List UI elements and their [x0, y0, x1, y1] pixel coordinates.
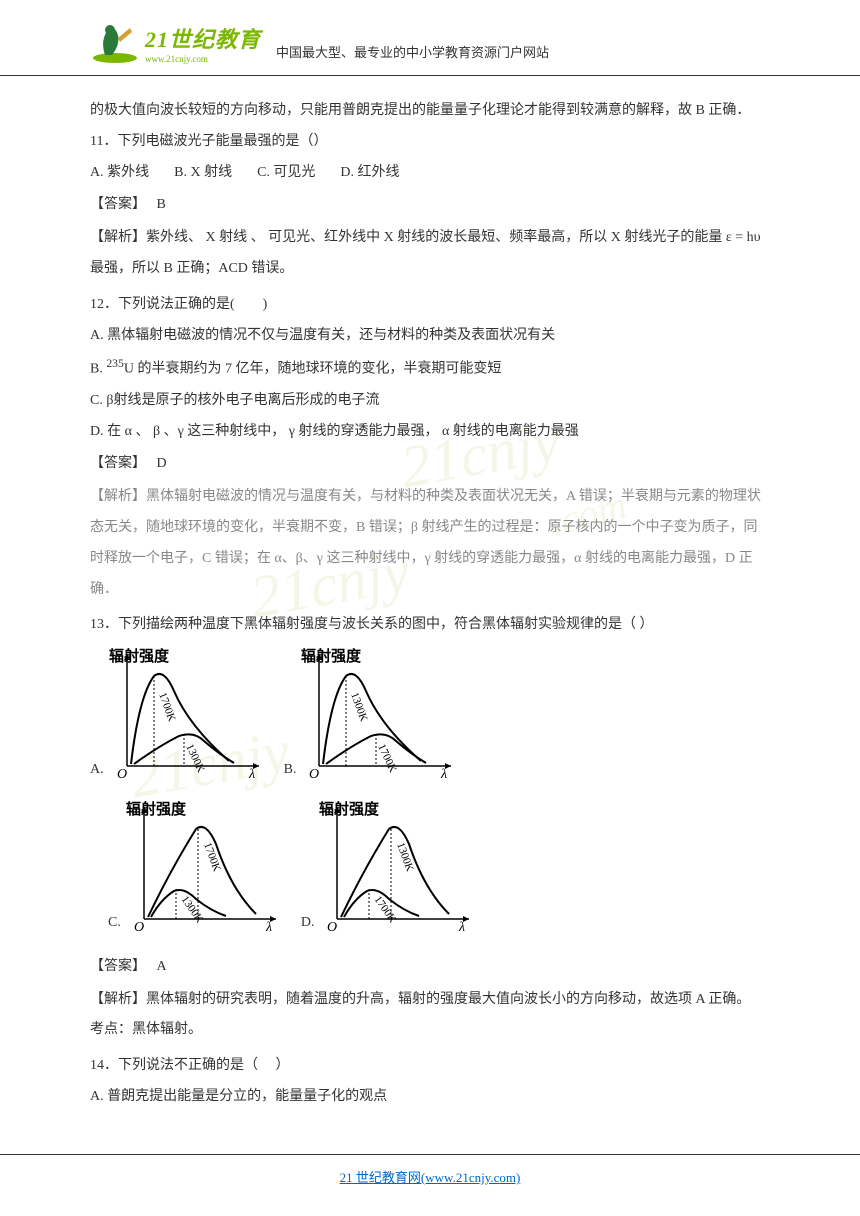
optB-suffix: U 的半衰期约为 7 亿年，随地球环境的变化，半衰期可能变短: [124, 362, 502, 377]
footer-link[interactable]: 21 世纪教育网(www.21cnjy.com): [340, 1170, 521, 1185]
svg-text:辐射强度: 辐射强度: [319, 800, 380, 818]
q13-opt-d-label: D.: [301, 908, 315, 939]
q11-opt-d: D. 红外线: [340, 158, 399, 189]
question-11: 11．下列电磁波光子能量最强的是（） A. 紫外线 B. X 射线 C. 可见光…: [90, 127, 770, 285]
question-14: 14．下列说法不正确的是（ ） A. 普朗克提出能量是分立的，能量量子化的观点: [90, 1051, 770, 1113]
svg-text:1700K: 1700K: [156, 691, 178, 723]
q12-explanation: 【解析】黑体辐射电磁波的情况与温度有关，与材料的种类及表面状况无关，A 错误；半…: [90, 482, 770, 605]
q12-opt-c: C. β射线是原子的核外电子电离后形成的电子流: [90, 386, 770, 417]
svg-text:1700K: 1700K: [376, 742, 400, 774]
q13-explanation: 【解析】黑体辐射的研究表明，随着温度的升高，辐射的强度最大值向波长小的方向移动，…: [90, 985, 770, 1016]
svg-text:O: O: [134, 920, 144, 934]
q13-answer: 【答案】 A: [90, 952, 770, 983]
svg-text:1300K: 1300K: [349, 691, 371, 723]
page-footer: 21 世纪教育网(www.21cnjy.com): [0, 1154, 860, 1186]
q12-opt-b: B. 235U 的半衰期约为 7 亿年，随地球环境的变化，半衰期可能变短: [90, 351, 770, 385]
answer-label: 【答案】: [90, 197, 146, 212]
svg-text:O: O: [327, 920, 337, 934]
q11-opt-c: C. 可见光: [257, 158, 315, 189]
answer-value: A: [157, 959, 167, 974]
chart-d: 辐射强度 O λ 1300K 1700K: [319, 799, 474, 947]
answer-value: B: [157, 197, 166, 212]
svg-text:辐射强度: 辐射强度: [126, 800, 187, 818]
q13-opt-c-label: C.: [108, 908, 121, 939]
main-content: 的极大值向波长较短的方向移动，只能用普朗克提出的能量量子化理论才能得到较满意的解…: [0, 96, 860, 1113]
logo-sub-text: www.21cnjy.com: [145, 54, 261, 64]
svg-text:λ: λ: [440, 767, 447, 781]
q13-stem: 13．下列描绘两种温度下黑体辐射强度与波长关系的图中，符合黑体辐射实验规律的是（…: [90, 610, 770, 641]
svg-text:1300K: 1300K: [395, 841, 417, 873]
svg-text:1700K: 1700K: [201, 841, 223, 873]
q14-opt-a: A. 普朗克提出能量是分立的，能量量子化的观点: [90, 1082, 770, 1113]
intro-fragment: 的极大值向波长较短的方向移动，只能用普朗克提出的能量量子化理论才能得到较满意的解…: [90, 96, 770, 127]
q13-opt-a-label: A.: [90, 755, 104, 786]
chart-c: 辐射强度 O λ 1700K 1300K: [126, 799, 281, 947]
svg-text:λ: λ: [265, 920, 272, 934]
answer-label: 【答案】: [90, 959, 146, 974]
svg-text:O: O: [309, 767, 319, 781]
svg-text:O: O: [117, 767, 127, 781]
question-13: 13．下列描绘两种温度下黑体辐射强度与波长关系的图中，符合黑体辐射实验规律的是（…: [90, 610, 770, 1046]
q12-opt-a: A. 黑体辐射电磁波的情况不仅与温度有关，还与材料的种类及表面状况有关: [90, 321, 770, 352]
svg-text:辐射强度: 辐射强度: [109, 647, 170, 665]
q12-opt-d: D. 在 α 、 β 、γ 这三种射线中， γ 射线的穿透能力最强， α 射线的…: [90, 417, 770, 448]
chart-b: 辐射强度 O λ 1300K 1700K: [301, 646, 456, 794]
q11-opt-b: B. X 射线: [174, 158, 232, 189]
logo-icon: [90, 20, 140, 65]
q13-note: 考点：黑体辐射。: [90, 1015, 770, 1046]
q11-options: A. 紫外线 B. X 射线 C. 可见光 D. 红外线: [90, 158, 770, 189]
optB-prefix: B.: [90, 362, 106, 377]
chart-a: 辐射强度 O λ 1700K 1300K: [109, 646, 264, 794]
answer-label: 【答案】: [90, 456, 146, 471]
q11-stem: 11．下列电磁波光子能量最强的是（）: [90, 127, 770, 158]
q12-stem: 12．下列说法正确的是( ): [90, 290, 770, 321]
logo-main-text: 21世纪教育: [145, 22, 261, 54]
svg-text:1300K: 1300K: [183, 742, 207, 774]
q14-stem: 14．下列说法不正确的是（ ）: [90, 1051, 770, 1082]
svg-text:辐射强度: 辐射强度: [301, 647, 362, 665]
answer-value: D: [157, 456, 167, 471]
q12-answer: 【答案】 D: [90, 449, 770, 480]
question-12: 12．下列说法正确的是( ) A. 黑体辐射电磁波的情况不仅与温度有关，还与材料…: [90, 290, 770, 606]
svg-text:λ: λ: [458, 920, 465, 934]
logo-area: 21世纪教育 www.21cnjy.com: [90, 20, 261, 65]
page-header: 21世纪教育 www.21cnjy.com 中国最大型、最专业的中小学教育资源门…: [0, 0, 860, 76]
q13-charts-row2: C. 辐射强度 O λ 1700K 1300K: [90, 799, 770, 947]
q13-charts-row1: A. 辐射强度 O λ 1700K 1300K: [90, 646, 770, 794]
svg-text:1700K: 1700K: [372, 894, 399, 925]
svg-text:1300K: 1300K: [178, 894, 205, 925]
q13-opt-b-label: B.: [284, 755, 297, 786]
svg-text:λ: λ: [248, 767, 255, 781]
q11-answer: 【答案】 B: [90, 190, 770, 221]
header-description: 中国最大型、最专业的中小学教育资源门户网站: [276, 42, 549, 61]
q11-explanation: 【解析】紫外线、 X 射线 、 可见光、红外线中 X 射线的波长最短、频率最高，…: [90, 223, 770, 285]
optB-isotope: 235: [106, 357, 123, 370]
q11-opt-a: A. 紫外线: [90, 158, 149, 189]
logo-text: 21世纪教育 www.21cnjy.com: [145, 22, 261, 64]
